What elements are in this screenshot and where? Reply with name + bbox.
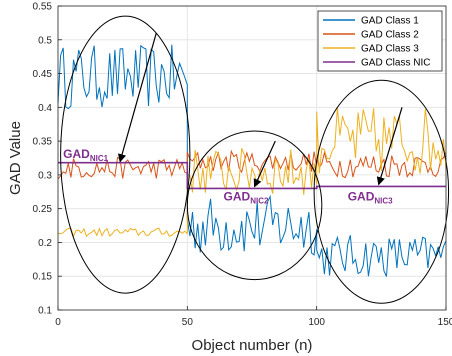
y-tick-label: 0.1 [38, 306, 52, 317]
annotation-arrow-3 [376, 107, 403, 186]
y-tick-label: 0.2 [38, 238, 52, 249]
annotation-label-3: GADNIC3 [348, 190, 393, 206]
plot-frame [57, 5, 447, 311]
legend-entry-4: GAD Class NIC [361, 58, 430, 69]
y-tick-label: 0.55 [33, 2, 53, 13]
y-tick-label: 0.15 [33, 272, 53, 283]
y-tick-label: 0.35 [33, 137, 53, 148]
series-line-1 [57, 44, 447, 277]
series-group [57, 44, 447, 277]
y-axis-label: GAD Value [7, 121, 24, 195]
annotation-arrow-2 [253, 140, 276, 188]
x-tick-label: 0 [55, 317, 61, 328]
x-tick-label: 100 [308, 317, 325, 328]
x-tick-label: 150 [438, 317, 452, 328]
ticks: 0 50 100 150 0.1 0.15 0.2 0.25 0.3 0.35 0.4 0.45 0.5… [33, 2, 452, 329]
annotation-label-2: GADNIC2 [224, 190, 269, 206]
legend-box [317, 10, 443, 72]
series-line-3 [57, 107, 447, 238]
annotation-label-1: GADNIC1 [63, 147, 108, 163]
series-line-4 [58, 161, 446, 190]
annotation-group: GADNIC1 GADNIC2 GADNIC3 [60, 15, 450, 304]
x-axis-label: Object number (n) [192, 337, 313, 354]
legend: GAD Class 1 GAD Class 2 GAD Class 3 GAD Cla… [317, 10, 443, 72]
legend-entry-2: GAD Class 2 [361, 30, 419, 41]
y-tick-label: 0.3 [38, 170, 52, 181]
highlight-ellipse-2 [186, 130, 323, 281]
series-line-2 [57, 149, 447, 180]
highlight-ellipse-1 [60, 15, 191, 294]
y-tick-label: 0.4 [38, 103, 52, 114]
y-tick-label: 0.25 [33, 204, 53, 215]
y-tick-label: 0.45 [33, 69, 53, 80]
y-tick-label: 0.5 [38, 35, 52, 46]
x-tick-label: 50 [182, 317, 194, 328]
annotation-arrow-1 [117, 32, 157, 163]
legend-entry-3: GAD Class 3 [361, 44, 419, 55]
legend-entry-1: GAD Class 1 [361, 16, 419, 27]
highlight-ellipse-3 [313, 79, 450, 304]
